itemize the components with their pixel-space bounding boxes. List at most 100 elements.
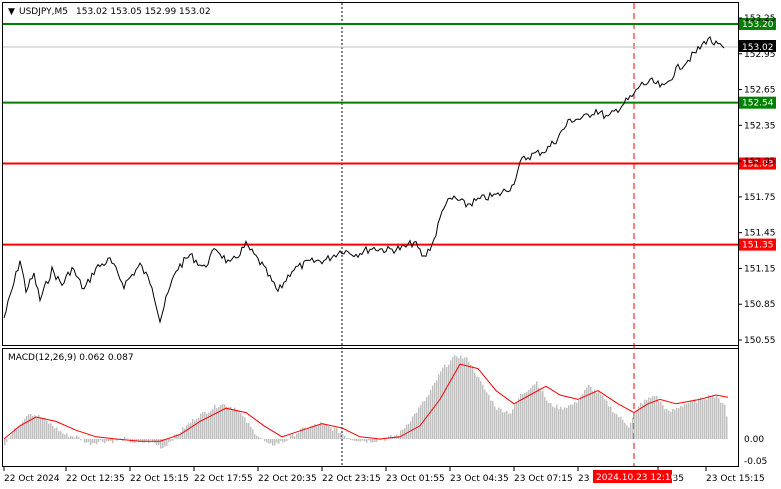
macd-bar <box>566 408 568 439</box>
macd-bar <box>716 395 718 439</box>
macd-bar <box>80 439 82 441</box>
price-scale[interactable]: 153.25 152.95 152.65 152.35 152.05 151.75 151.… <box>738 14 776 346</box>
macd-bar <box>160 439 162 449</box>
macd-bar <box>560 406 562 439</box>
macd-bar <box>650 397 652 439</box>
price-tick-label: 150.55 <box>744 336 776 346</box>
macd-bar <box>210 410 212 439</box>
macd-bar <box>248 423 250 439</box>
macd-bar <box>268 439 270 444</box>
macd-bar <box>682 406 684 439</box>
macd-bar <box>98 439 100 442</box>
macd-bar <box>626 425 628 439</box>
macd-bar <box>172 439 174 441</box>
macd-bar <box>274 439 276 446</box>
macd-bar <box>272 439 274 446</box>
macd-bar <box>684 403 686 439</box>
macd-bar <box>58 431 60 439</box>
level-tag <box>739 17 776 30</box>
macd-bar <box>328 426 330 439</box>
macd-bar <box>514 403 516 439</box>
macd-bar <box>488 394 490 439</box>
macd-bar <box>190 422 192 439</box>
macd-bar <box>672 408 674 439</box>
macd-bar <box>358 439 360 442</box>
level-tag-text: 152.03 <box>742 159 774 169</box>
macd-histogram <box>4 355 728 449</box>
macd-bar <box>540 390 542 439</box>
price-panel[interactable] <box>2 2 739 346</box>
macd-bar <box>520 393 522 439</box>
macd-bar <box>106 439 108 442</box>
current-price-text: 153.02 <box>742 43 774 53</box>
macd-bar <box>666 408 668 439</box>
macd-bar <box>278 439 280 444</box>
time-tick-label: 22 Oct 17:55 <box>194 474 253 484</box>
macd-bar <box>718 398 720 439</box>
macd-bar <box>642 404 644 439</box>
macd-bar <box>500 408 502 439</box>
macd-bar <box>426 397 428 439</box>
macd-bar <box>634 413 636 439</box>
macd-bar <box>406 424 408 439</box>
macd-bar <box>536 381 538 439</box>
level-tag <box>739 96 776 109</box>
macd-scale[interactable]: 0.00 -0.05 <box>744 435 767 467</box>
macd-bar <box>178 433 180 439</box>
macd-bar <box>374 439 376 442</box>
time-tick-label: 23 Oct 01:55 <box>386 474 445 484</box>
macd-bar <box>300 428 302 439</box>
macd-bar <box>96 439 98 445</box>
macd-bar <box>102 439 104 442</box>
macd-bar <box>688 402 690 439</box>
macd-bar <box>528 390 530 439</box>
macd-bar <box>296 433 298 439</box>
macd-bar <box>362 439 364 441</box>
macd-bar <box>40 417 42 439</box>
macd-bar <box>196 418 198 439</box>
macd-bar <box>336 428 338 439</box>
macd-bar <box>14 428 16 439</box>
macd-bar <box>90 439 92 445</box>
macd-bar <box>264 439 266 442</box>
macd-bar <box>398 436 400 439</box>
macd-bar <box>108 439 110 442</box>
macd-bar <box>518 398 520 439</box>
macd-bar <box>570 404 572 439</box>
macd-bar <box>238 410 240 439</box>
macd-bar <box>630 423 632 439</box>
macd-bar <box>372 439 374 443</box>
time-tick-label: 23 Oct 15:15 <box>706 474 765 484</box>
macd-bar <box>720 402 722 439</box>
macd-bar <box>568 405 570 439</box>
macd-bar <box>586 387 588 439</box>
macd-bar <box>216 408 218 439</box>
macd-bar <box>588 384 590 439</box>
macd-bar <box>614 413 616 439</box>
symbol-dropdown-icon[interactable]: ▼ <box>8 7 15 17</box>
macd-bar <box>310 426 312 439</box>
level-tag-text: 153.20 <box>742 20 774 30</box>
macd-bar <box>578 400 580 439</box>
macd-bar <box>680 406 682 439</box>
time-cursor-text: 2024.10.23 12:10 <box>596 473 677 483</box>
macd-bar <box>46 420 48 439</box>
macd-bar <box>356 439 358 442</box>
macd-bar <box>176 434 178 439</box>
macd-panel[interactable] <box>2 348 739 467</box>
macd-bar <box>212 409 214 439</box>
macd-bar <box>126 438 128 439</box>
macd-bar <box>658 400 660 439</box>
macd-bar <box>64 434 66 439</box>
macd-bar <box>696 402 698 439</box>
macd-bar <box>168 439 170 443</box>
macd-bar <box>506 410 508 439</box>
macd-bar <box>412 416 414 439</box>
macd-bar <box>224 404 226 439</box>
time-axis[interactable]: 22 Oct 2024 22 Oct 12:35 22 Oct 15:15 22 Oc… <box>3 467 765 484</box>
macd-bar <box>354 439 356 441</box>
macd-bar <box>320 422 322 439</box>
macd-bar <box>348 438 350 439</box>
macd-bar <box>512 409 514 439</box>
